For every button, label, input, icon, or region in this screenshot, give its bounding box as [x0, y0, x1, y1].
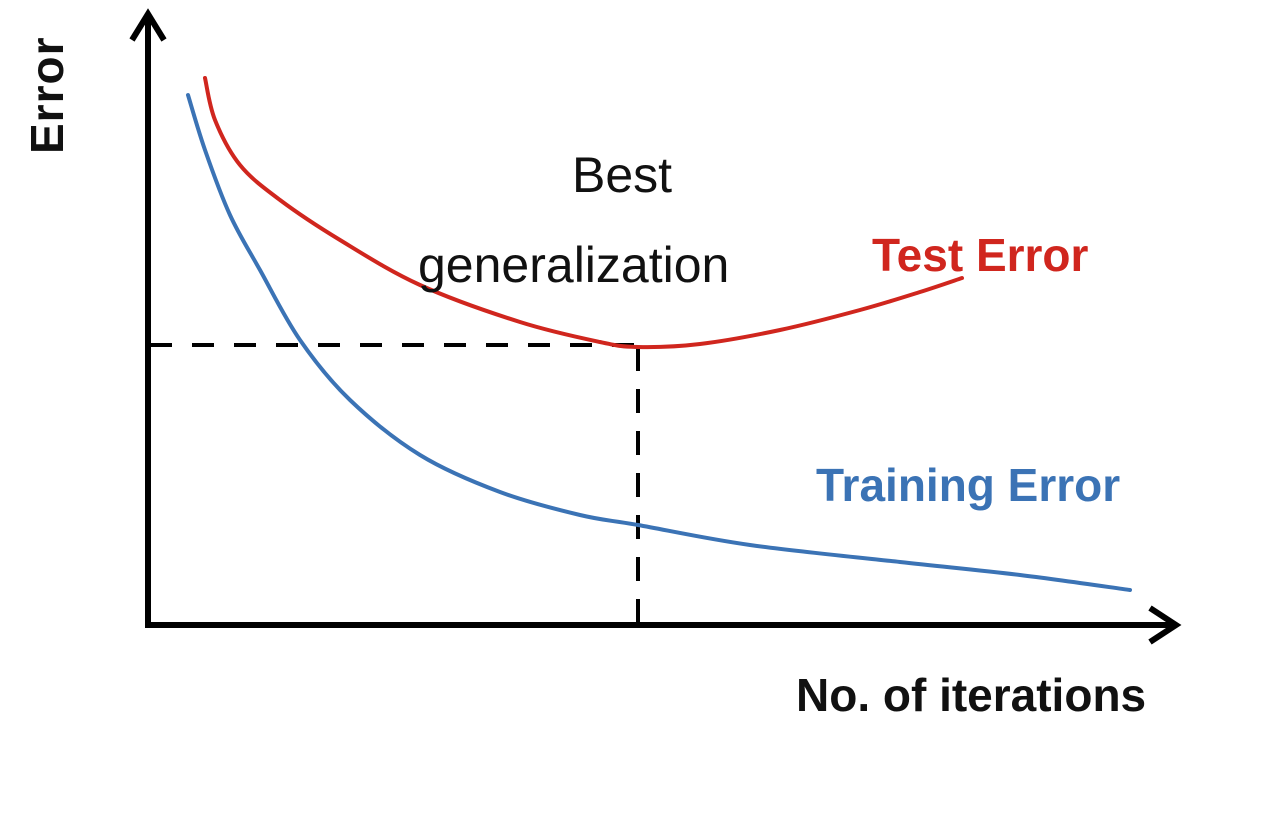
x-axis-arrow-icon — [1148, 605, 1182, 645]
training-error-curve — [186, 93, 1132, 592]
test-error-label: Test Error — [872, 229, 1089, 281]
y-axis-label: Error — [21, 36, 73, 154]
x-axis-label: No. of iterations — [796, 669, 1147, 721]
annotation-best: Best — [572, 147, 673, 203]
annotation-generalization: generalization — [418, 237, 730, 293]
test-error-curve — [203, 76, 964, 350]
y-axis-arrow-icon — [129, 8, 167, 42]
training-error-label: Training Error — [816, 459, 1121, 511]
